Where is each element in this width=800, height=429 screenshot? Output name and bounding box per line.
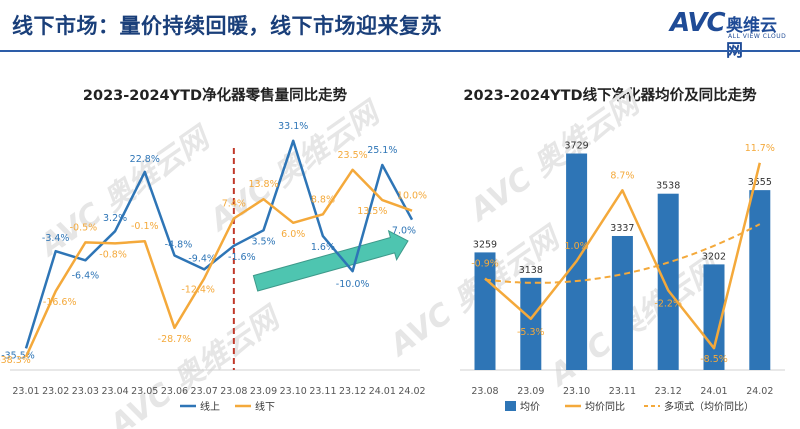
bar-value-label: 3138 [519, 265, 543, 276]
bar-value-label: 3538 [656, 181, 680, 192]
left-data-label: 7.4% [222, 199, 246, 210]
left-data-label: -0.1% [131, 221, 159, 232]
left-data-label: 3.2% [103, 213, 127, 224]
left-x-tick: 23.01 [12, 386, 39, 397]
left-data-label: -28.7% [158, 334, 192, 345]
left-data-label: -4.8% [165, 239, 193, 250]
right-x-tick: 23.08 [471, 386, 498, 397]
left-data-label: -0.8% [99, 249, 127, 260]
yoy-data-label: 11.7% [745, 143, 775, 154]
left-data-label: 7.0% [392, 226, 416, 237]
left-data-label: -38.3% [0, 355, 31, 366]
left-x-tick: 23.02 [42, 386, 69, 397]
right-bar-chart: 23.08 23.09 23.10 23.11 23.12 24.01 24.02 3259 3… [460, 141, 785, 413]
right-x-tick: 23.10 [563, 386, 590, 397]
left-data-label: -16.6% [43, 297, 77, 308]
left-data-label: 23.5% [338, 150, 368, 161]
right-legend-label: 均价 [520, 401, 540, 413]
bar-value-label: 3337 [610, 223, 634, 234]
page-title: 线下市场：量价持续回暖，线下市场迎来复苏 [12, 14, 442, 38]
yoy-data-label: -8.5% [700, 354, 728, 365]
left-data-label: -0.5% [70, 222, 98, 233]
right-legend-label: 均价同比 [585, 401, 625, 413]
left-line-chart: 23.01 23.02 23.03 23.04 23.05 23.06 23.07 23.08… [0, 121, 427, 413]
price-bar [611, 235, 633, 370]
price-bar [520, 277, 542, 370]
bar-value-label: 3555 [748, 177, 772, 188]
left-x-tick: 23.03 [72, 386, 99, 397]
yoy-data-label: 1.0% [565, 241, 589, 252]
left-data-label: -9.4% [188, 253, 216, 264]
avc-logo: AVC 奥维云网 ALL VIEW CLOUD [670, 4, 790, 61]
right-x-tick: 24.01 [700, 386, 727, 397]
logo-main-text: AVC [670, 8, 726, 38]
left-x-tick: 24.02 [398, 386, 425, 397]
left-x-tick: 23.06 [161, 386, 188, 397]
right-chart-title: 2023-2024YTD线下净化器均价及同比走势 [463, 88, 757, 104]
watermark-text: AVC 奥维云网 [462, 84, 648, 229]
logo-en-text: ALL VIEW CLOUD [728, 33, 787, 40]
left-x-tick: 23.07 [191, 386, 218, 397]
left-data-label: 25.1% [367, 145, 397, 156]
left-x-tick: 23.08 [220, 386, 247, 397]
yoy-data-label: 8.7% [610, 170, 634, 181]
left-x-tick: 23.09 [250, 386, 277, 397]
bar-value-label: 3202 [702, 251, 726, 262]
polynomial-trend-line [484, 223, 761, 284]
left-data-label: -3.4% [42, 233, 70, 244]
right-x-tick: 23.12 [655, 386, 682, 397]
left-data-label: 1.6% [311, 242, 335, 253]
right-x-tick: 23.09 [517, 386, 544, 397]
left-data-label: 8.8% [311, 194, 335, 205]
price-bar [749, 190, 771, 370]
left-x-tick: 23.12 [339, 386, 366, 397]
left-series-line-offline [24, 168, 413, 358]
left-x-tick: 23.04 [101, 386, 128, 397]
left-x-tick: 24.01 [369, 386, 396, 397]
left-x-tick: 23.10 [280, 386, 307, 397]
left-data-label: -6.4% [72, 270, 100, 281]
left-data-label: 13.5% [357, 206, 387, 217]
bar-value-label: 3729 [565, 141, 589, 152]
header: 线下市场：量价持续回暖，线下市场迎来复苏 AVC 奥维云网 ALL VIEW C… [0, 0, 800, 64]
left-data-label: 10.0% [397, 191, 427, 202]
price-bar [474, 252, 496, 370]
left-data-label: 13.8% [248, 179, 278, 190]
header-divider [0, 50, 800, 52]
right-legend-label: 多项式（均价同比） [664, 400, 754, 413]
left-series-line-online [24, 139, 414, 349]
left-data-label: -1.6% [228, 252, 256, 263]
right-legend-swatch-bar [505, 401, 516, 411]
trend-arrow [252, 229, 409, 292]
left-data-label: 6.0% [281, 229, 305, 240]
right-x-tick: 23.11 [609, 386, 636, 397]
left-data-label: -12.4% [181, 284, 215, 295]
left-data-label: 33.1% [278, 121, 308, 132]
right-x-tick: 24.02 [746, 386, 773, 397]
left-data-label: 22.8% [130, 154, 160, 165]
left-legend-label: 线上 [200, 400, 220, 413]
price-bar [657, 193, 679, 370]
left-legend-label: 线下 [255, 400, 275, 413]
left-data-label: -10.0% [336, 279, 370, 290]
left-chart-title: 2023-2024YTD净化器零售量同比走势 [82, 88, 348, 104]
yoy-data-label: -2.2% [654, 298, 682, 309]
watermark-text: AVC 奥维云网 [202, 94, 388, 239]
left-x-tick: 23.11 [309, 386, 336, 397]
left-data-label: 3.5% [251, 236, 275, 247]
bar-value-label: 3259 [473, 239, 497, 250]
price-bar [703, 264, 725, 370]
yoy-data-label: -5.3% [517, 327, 545, 338]
yoy-data-label: -0.9% [471, 258, 499, 269]
left-x-tick: 23.05 [131, 386, 158, 397]
left-data-label: -35.5% [1, 350, 35, 361]
yoy-line [484, 162, 762, 350]
